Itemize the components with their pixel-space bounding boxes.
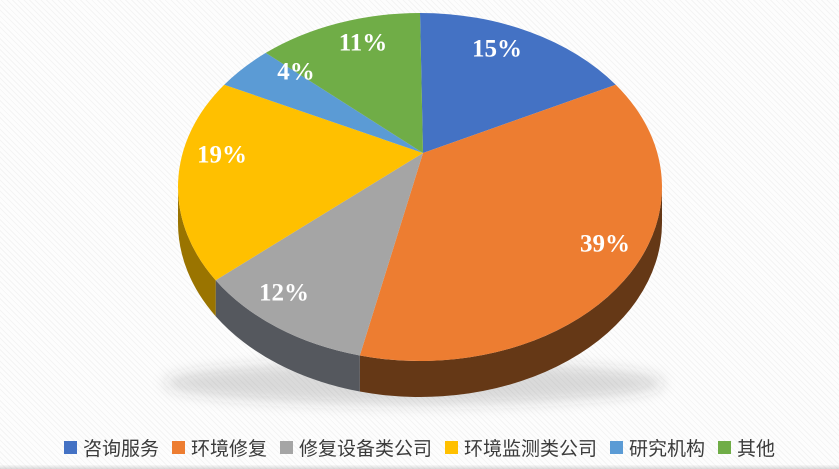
- pie-slice-2: [215, 153, 423, 356]
- pie-slice-side-2: [215, 280, 360, 392]
- legend-item-4: 研究机构: [610, 434, 705, 461]
- legend-item-0: 咨询服务: [63, 434, 159, 461]
- legend-label: 修复设备类公司: [298, 439, 432, 460]
- legend-swatch-icon: [279, 441, 293, 454]
- legend-swatch-icon: [63, 441, 77, 454]
- slice-label-3: 19%: [197, 142, 247, 169]
- legend-label: 环境修复: [190, 439, 267, 460]
- legend-swatch-icon: [445, 441, 458, 454]
- bottom-edge-shade: [0, 465, 839, 469]
- legend-item-1: 环境修复: [171, 434, 267, 461]
- legend-label: 其他: [737, 439, 776, 460]
- legend-item-2: 修复设备类公司: [279, 434, 432, 461]
- chart-legend: 咨询服务 环境修复 修复设备类公司 环境监测类公司 研究机构 其他: [0, 434, 839, 461]
- legend-label: 环境监测类公司: [464, 439, 598, 460]
- pie-slice-side-1: [359, 187, 662, 397]
- pie-slice-0: [420, 13, 616, 153]
- pie-slice-5: [265, 12, 423, 153]
- slice-label-1: 39%: [580, 231, 630, 258]
- legend-item-5: 其他: [718, 434, 775, 461]
- legend-swatch-icon: [171, 441, 185, 454]
- slice-label-4: 4%: [277, 59, 315, 86]
- legend-label: 咨询服务: [82, 439, 159, 460]
- slice-label-0: 15%: [472, 36, 522, 63]
- pie-slice-3: [178, 84, 423, 281]
- legend-swatch-icon: [610, 441, 624, 454]
- pie-slice-side-3: [178, 187, 216, 317]
- slice-label-5: 11%: [339, 30, 388, 57]
- legend-label: 研究机构: [629, 439, 706, 460]
- pie-slice-1: [359, 84, 662, 361]
- slice-label-2: 12%: [259, 280, 309, 307]
- pie-slice-4: [224, 52, 423, 153]
- legend-swatch-icon: [718, 441, 732, 454]
- legend-item-3: 环境监测类公司: [445, 434, 597, 461]
